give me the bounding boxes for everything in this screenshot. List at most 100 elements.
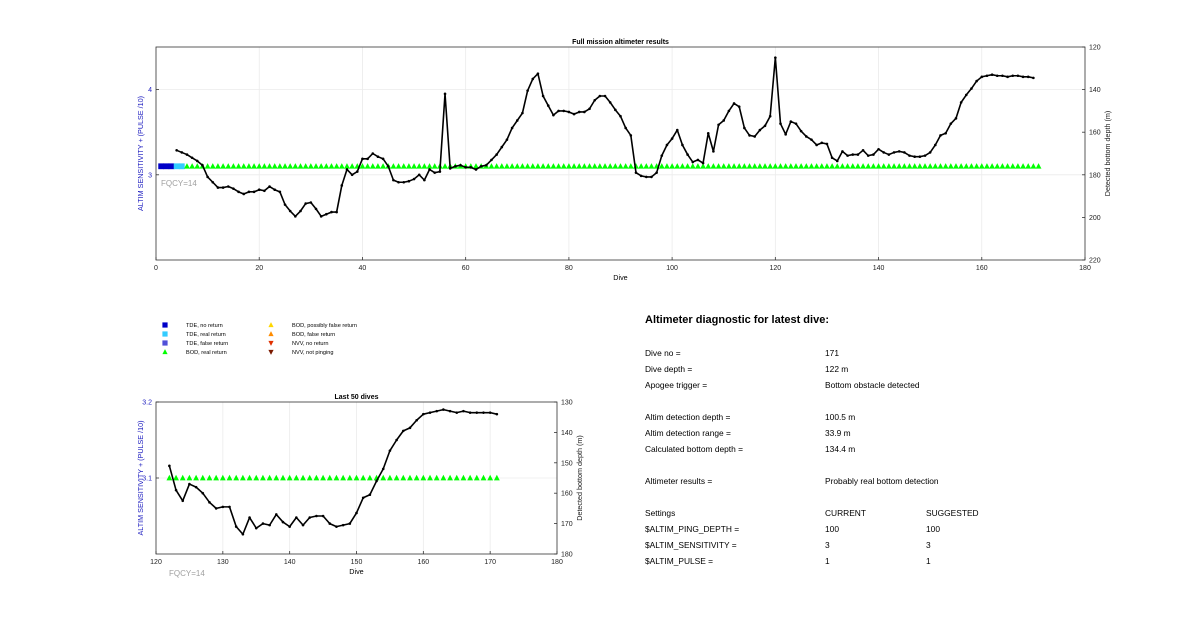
- settings-marker: [535, 163, 541, 169]
- y-right-tick-label: 120: [1089, 45, 1101, 52]
- settings-marker: [323, 163, 330, 169]
- depth-point: [248, 516, 251, 519]
- diagnostic-label: Altimeter results =: [645, 476, 713, 486]
- diagnostic-row: Dive no = 171: [645, 348, 1065, 362]
- settings-marker: [380, 163, 386, 169]
- settings-marker: [875, 163, 882, 169]
- settings-marker: [261, 163, 268, 169]
- depth-point: [448, 167, 452, 170]
- settings-marker: [994, 163, 1001, 169]
- settings-marker: [453, 474, 460, 481]
- depth-point: [315, 514, 318, 518]
- depth-point: [1011, 74, 1015, 78]
- depth-point: [686, 153, 689, 156]
- settings-marker: [947, 163, 954, 169]
- depth-point: [376, 155, 380, 158]
- settings-marker: [213, 474, 220, 481]
- settings-marker: [253, 474, 260, 481]
- depth-point: [722, 119, 726, 122]
- x-tick-label: 160: [417, 559, 429, 566]
- depth-point: [275, 513, 278, 516]
- depth-point: [964, 93, 968, 97]
- x-tick-label: 120: [769, 265, 781, 272]
- depth-point: [634, 171, 638, 174]
- settings-marker: [555, 163, 562, 169]
- settings-marker: [1004, 163, 1011, 169]
- settings-marker: [433, 474, 440, 481]
- depth-point: [208, 501, 211, 504]
- depth-point: [355, 170, 359, 173]
- depth-point: [593, 98, 596, 102]
- depth-point: [774, 56, 777, 59]
- settings-marker: [741, 163, 748, 169]
- diagnostic-label: Altim detection depth =: [645, 412, 731, 422]
- settings-marker: [493, 474, 500, 481]
- settings-marker: [487, 474, 494, 481]
- depth-point: [753, 135, 756, 138]
- settings-marker: [400, 163, 407, 169]
- depth-point: [188, 482, 191, 486]
- depth-point: [335, 210, 338, 214]
- diagnostic-label: Dive no =: [645, 348, 681, 358]
- settings-marker: [498, 163, 505, 169]
- settings-marker: [643, 163, 650, 169]
- settings-marker: [896, 163, 903, 169]
- depth-point: [361, 496, 365, 500]
- settings-marker: [293, 474, 300, 481]
- depth-point: [500, 145, 504, 149]
- settings-row: $ALTIM_PING_DEPTH = 100 100: [645, 524, 1065, 538]
- x-axis-label: Dive: [349, 567, 363, 576]
- settings-marker: [679, 163, 686, 169]
- settings-marker: [173, 474, 179, 481]
- depth-point: [395, 438, 398, 442]
- depth-point: [944, 131, 947, 135]
- current-value: 3: [825, 540, 830, 550]
- depth-point: [268, 185, 271, 188]
- current-value: 100: [825, 524, 839, 534]
- settings-marker: [829, 163, 836, 169]
- settings-marker: [746, 163, 753, 169]
- depth-point: [464, 166, 467, 169]
- settings-marker: [767, 163, 774, 169]
- settings-marker: [540, 163, 546, 169]
- depth-point: [877, 147, 880, 151]
- depth-point: [897, 150, 901, 153]
- depth-point: [386, 164, 390, 168]
- settings-marker: [440, 474, 447, 481]
- depth-point: [701, 161, 705, 165]
- settings-marker: [400, 474, 407, 481]
- x-tick-label: 180: [551, 559, 563, 566]
- settings-marker: [353, 474, 360, 481]
- settings-marker: [1015, 163, 1021, 169]
- settings-marker: [271, 163, 278, 169]
- settings-marker: [973, 163, 980, 169]
- settings-marker: [529, 163, 536, 169]
- depth-point: [408, 426, 412, 430]
- settings-marker: [407, 474, 413, 481]
- suggested-value: 1: [926, 556, 931, 566]
- depth-point: [629, 134, 633, 137]
- settings-marker: [328, 163, 335, 169]
- settings-marker: [488, 163, 495, 169]
- settings-marker: [426, 163, 433, 169]
- depth-point: [304, 202, 307, 205]
- y-left-tick-label: 3: [148, 172, 152, 179]
- y-left-tick-label: 3.1: [142, 476, 152, 483]
- settings-marker: [173, 163, 180, 170]
- diagnostic-value: 100.5 m: [825, 412, 856, 422]
- depth-point: [510, 126, 514, 130]
- depth-line: [168, 408, 498, 536]
- depth-point: [366, 157, 369, 161]
- diagnostic-row: Apogee trigger = Bottom obstacle detecte…: [645, 380, 1065, 394]
- depth-point: [474, 168, 478, 171]
- depth-point: [438, 170, 442, 173]
- settings-marker: [710, 163, 717, 169]
- depth-point: [412, 177, 416, 181]
- depth-point: [743, 126, 746, 130]
- settings-marker: [442, 163, 448, 169]
- depth-point: [567, 110, 571, 114]
- settings-marker: [246, 163, 252, 169]
- settings-marker: [813, 163, 820, 169]
- settings-marker: [206, 474, 213, 481]
